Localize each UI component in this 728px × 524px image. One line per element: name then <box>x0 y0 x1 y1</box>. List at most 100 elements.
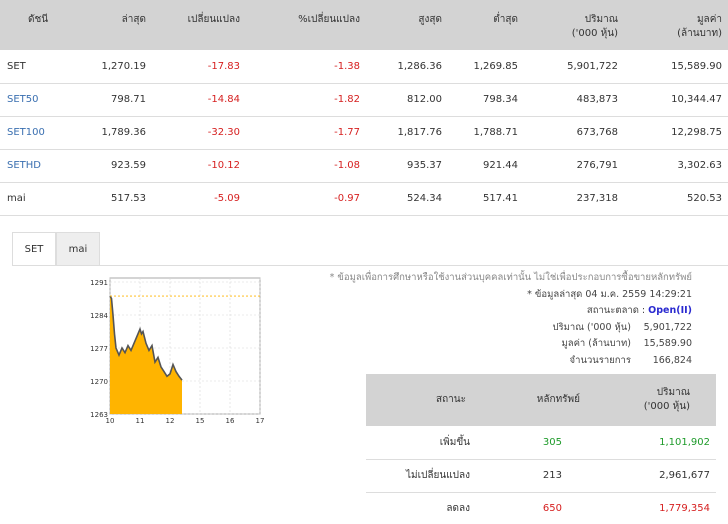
market-tabs: SET mai <box>12 232 100 266</box>
header-index[interactable]: ดัชนี <box>0 0 88 50</box>
x-tick-label: 12 <box>166 417 175 425</box>
pct-change-value: -1.08 <box>264 149 384 183</box>
index-area <box>110 296 182 414</box>
header-sum-volume: ปริมาณ ('000 หุ้น) <box>606 374 716 426</box>
pct-change-value: -1.38 <box>264 50 384 84</box>
status-volume: 1,779,354 <box>606 492 716 524</box>
low-value: 921.44 <box>466 149 542 183</box>
table-row: ลดลง 650 1,779,354 <box>366 492 716 524</box>
y-tick-label: 1270 <box>90 378 108 386</box>
x-tick-label: 16 <box>226 417 235 425</box>
change-value: -14.84 <box>170 83 264 117</box>
change-value: -32.30 <box>170 116 264 150</box>
index-table: ดัชนี ล่าสุด เปลี่ยนแปลง %เปลี่ยนแปลง สู… <box>0 0 728 216</box>
header-securities: หลักทรัพย์ <box>496 374 606 426</box>
low-value: 1,788.71 <box>466 116 542 150</box>
total-value: มูลค่า (ล้านบาท) 15,589.90 <box>330 336 692 353</box>
index-name[interactable]: SET50 <box>0 83 88 117</box>
index-name: SET <box>0 50 88 84</box>
status-volume: 2,961,677 <box>606 459 716 493</box>
market-status: สถานะตลาด : Open(II) <box>330 303 692 320</box>
total-volume-value: 5,901,722 <box>643 321 692 333</box>
change-value: -17.83 <box>170 50 264 84</box>
high-value: 935.37 <box>384 149 466 183</box>
index-name: mai <box>0 182 88 216</box>
header-low[interactable]: ต่ำสุด <box>466 0 542 50</box>
index-table-header: ดัชนี ล่าสุด เปลี่ยนแปลง %เปลี่ยนแปลง สู… <box>0 0 728 50</box>
pct-change-value: -0.97 <box>264 182 384 216</box>
market-status-value: Open(II) <box>648 305 692 316</box>
table-row: SETHD 923.59 -10.12 -1.08 935.37 921.44 276,79… <box>0 149 728 183</box>
y-tick-label: 1291 <box>90 279 108 287</box>
change-value: -10.12 <box>170 149 264 183</box>
total-value-label: มูลค่า (ล้านบาท) <box>561 338 631 349</box>
header-change[interactable]: เปลี่ยนแปลง <box>170 0 264 50</box>
advance-decline-table: สถานะ หลักทรัพย์ ปริมาณ ('000 หุ้น) เพิ่… <box>366 374 716 524</box>
volume-value: 673,768 <box>542 116 642 150</box>
header-last[interactable]: ล่าสุด <box>88 0 170 50</box>
summary-header: สถานะ หลักทรัพย์ ปริมาณ ('000 หุ้น) <box>366 374 716 426</box>
table-row: SET 1,270.19 -17.83 -1.38 1,286.36 1,269.85 5,… <box>0 50 728 84</box>
last-value: 1,789.36 <box>88 116 170 150</box>
x-tick-label: 15 <box>196 417 205 425</box>
header-volume[interactable]: ปริมาณ ('000 หุ้น) <box>542 0 642 50</box>
securities-count: 305 <box>496 426 606 460</box>
total-volume-label: ปริมาณ ('000 หุ้น) <box>552 321 631 333</box>
change-value: -5.09 <box>170 182 264 216</box>
volume-value: 276,791 <box>542 149 642 183</box>
trade-value: 10,344.47 <box>642 83 728 117</box>
total-volume: ปริมาณ ('000 หุ้น) 5,901,722 <box>330 320 692 337</box>
high-value: 1,817.76 <box>384 116 466 150</box>
last-value: 798.71 <box>88 83 170 117</box>
x-tick-label: 10 <box>106 417 115 425</box>
trade-value: 15,589.90 <box>642 50 728 84</box>
tab-mai[interactable]: mai <box>56 232 100 266</box>
status-label: เพิ่มขึ้น <box>366 426 496 460</box>
index-name[interactable]: SETHD <box>0 149 88 183</box>
pct-change-value: -1.82 <box>264 83 384 117</box>
market-info: * ข้อมูลเพื่อการศึกษาหรือใช้งานส่วนบุคคล… <box>330 270 692 369</box>
high-value: 524.34 <box>384 182 466 216</box>
low-value: 1,269.85 <box>466 50 542 84</box>
last-value: 923.59 <box>88 149 170 183</box>
header-value[interactable]: มูลค่า (ล้านบาท) <box>642 0 728 50</box>
last-updated: * ข้อมูลล่าสุด 04 ม.ค. 2559 14:29:21 <box>527 288 692 300</box>
total-trades-value: 166,824 <box>652 354 692 366</box>
header-high[interactable]: สูงสุด <box>384 0 466 50</box>
trade-value: 520.53 <box>642 182 728 216</box>
index-line <box>109 295 183 381</box>
status-label: ไม่เปลี่ยนแปลง <box>366 459 496 493</box>
securities-count: 213 <box>496 459 606 493</box>
table-row: mai 517.53 -5.09 -0.97 524.34 517.41 237,318 52… <box>0 182 728 216</box>
header-pct-change[interactable]: %เปลี่ยนแปลง <box>264 0 384 50</box>
x-tick-label: 11 <box>136 417 145 425</box>
table-row: เพิ่มขึ้น 305 1,101,902 <box>366 426 716 460</box>
high-value: 1,286.36 <box>384 50 466 84</box>
y-tick-label: 1263 <box>90 411 108 419</box>
table-row: ไม่เปลี่ยนแปลง 213 2,961,677 <box>366 459 716 493</box>
total-value-value: 15,589.90 <box>643 338 692 349</box>
trade-value: 3,302.63 <box>642 149 728 183</box>
trade-value: 12,298.75 <box>642 116 728 150</box>
low-value: 517.41 <box>466 182 542 216</box>
total-trades-label: จำนวนรายการ <box>569 354 631 366</box>
volume-value: 483,873 <box>542 83 642 117</box>
low-value: 798.34 <box>466 83 542 117</box>
tab-divider <box>12 265 728 266</box>
tab-set[interactable]: SET <box>12 232 56 266</box>
y-tick-label: 1277 <box>90 345 108 353</box>
table-row: SET50 798.71 -14.84 -1.82 812.00 798.34 483,87… <box>0 83 728 117</box>
disclaimer-text: * ข้อมูลเพื่อการศึกษาหรือใช้งานส่วนบุคคล… <box>329 272 692 283</box>
index-name[interactable]: SET100 <box>0 116 88 150</box>
x-tick-label: 17 <box>256 417 265 425</box>
volume-value: 237,318 <box>542 182 642 216</box>
header-status: สถานะ <box>366 374 496 426</box>
pct-change-value: -1.77 <box>264 116 384 150</box>
y-tick-label: 1284 <box>90 312 108 320</box>
securities-count: 650 <box>496 492 606 524</box>
high-value: 812.00 <box>384 83 466 117</box>
last-value: 517.53 <box>88 182 170 216</box>
table-row: SET100 1,789.36 -32.30 -1.77 1,817.76 1,788.7… <box>0 116 728 150</box>
last-value: 1,270.19 <box>88 50 170 84</box>
